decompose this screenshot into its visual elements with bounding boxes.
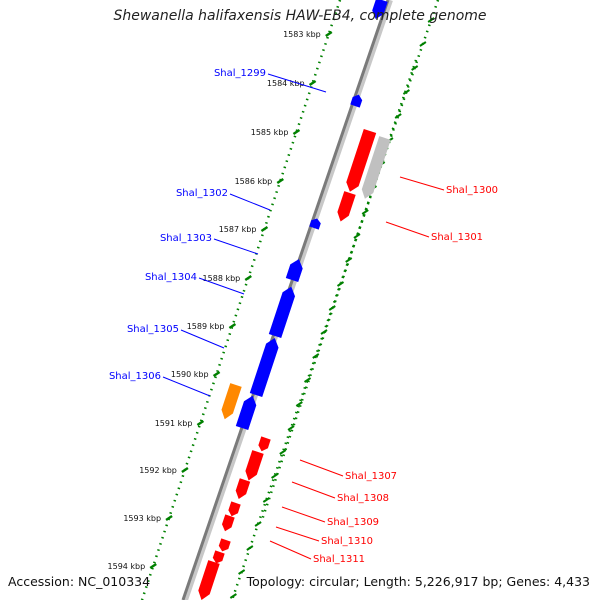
gene-label-shal_1309[interactable]: Shal_1309: [327, 517, 379, 528]
gene-shal-1304[interactable]: [268, 286, 295, 338]
gene-leader-line: [385, 221, 430, 238]
gene-shal-1305[interactable]: [249, 338, 279, 397]
gene-label-shal_1303[interactable]: Shal_1303: [160, 233, 212, 244]
gene-leader-line: [162, 376, 211, 397]
minor-tick: [345, 257, 353, 263]
gene-leader-line: [275, 526, 320, 542]
gene-shal-1301[interactable]: [337, 191, 356, 222]
minor-tick: [229, 593, 237, 599]
gene-label-shal_1310[interactable]: Shal_1310: [321, 536, 373, 547]
gene-leader-line: [281, 506, 326, 523]
gene-label-shal_1307[interactable]: Shal_1307: [345, 471, 397, 482]
gene-label-shal_1305[interactable]: Shal_1305: [127, 324, 179, 335]
kbp-tick: [276, 177, 284, 185]
minor-tick: [295, 401, 303, 407]
gene-shal-1309[interactable]: [235, 478, 251, 499]
gene-shal-1310[interactable]: [228, 501, 241, 517]
kbp-tick-label: 1592 kbp: [139, 466, 177, 475]
kbp-tick: [149, 562, 157, 570]
gene-leader-line: [198, 277, 245, 295]
gene-shal-1303[interactable]: [285, 259, 303, 282]
kbp-tick-label: 1588 kbp: [203, 274, 241, 283]
minor-tick: [361, 209, 369, 215]
minor-tick: [336, 281, 345, 287]
gene-leader-line: [269, 540, 312, 560]
minor-tick: [419, 41, 427, 47]
kbp-tick-label: 1585 kbp: [251, 128, 289, 137]
minor-tick: [394, 113, 402, 119]
minor-tick: [411, 65, 419, 71]
kbp-tick-label: 1590 kbp: [171, 370, 209, 379]
minor-tick: [320, 329, 328, 335]
gene-shal-1302[interactable]: [309, 218, 321, 230]
gene-leader-line: [299, 459, 344, 477]
kbp-tick: [212, 370, 221, 378]
gene-shal-1306-other[interactable]: [221, 383, 242, 420]
gene-label-shal_1308[interactable]: Shal_1308: [337, 493, 389, 504]
minor-tick: [287, 425, 295, 431]
gene-shal-1313[interactable]: [212, 550, 225, 564]
gene-shal-1298[interactable]: [372, 0, 388, 19]
gene-shal-1299[interactable]: [350, 94, 363, 108]
gene-shal-1300[interactable]: [346, 129, 377, 192]
inner-tick-track: [260, 59, 418, 521]
kbp-tick-label: 1583 kbp: [283, 30, 321, 39]
gene-leader-line: [180, 329, 225, 349]
gene-shal-1308[interactable]: [245, 450, 264, 481]
gene-leader-line: [267, 73, 327, 93]
minor-tick: [246, 545, 254, 551]
outer-tick-track-left: [140, 0, 342, 600]
gene-leader-line: [399, 176, 445, 191]
kbp-tick: [292, 128, 301, 136]
gene-label-shal_1311[interactable]: Shal_1311: [313, 554, 365, 565]
kbp-tick: [196, 419, 205, 427]
kbp-tick-label: 1591 kbp: [155, 419, 193, 428]
genome-title: Shewanella halifaxensis HAW-EB4, complet…: [113, 8, 487, 24]
kbp-tick: [244, 274, 252, 282]
kbp-tick-label: 1593 kbp: [123, 514, 161, 523]
minor-tick: [271, 473, 279, 479]
minor-tick: [427, 17, 435, 23]
outer-tick-track-right: [230, 0, 440, 600]
minor-tick: [303, 377, 312, 383]
kbp-tick: [181, 466, 189, 474]
minor-tick: [328, 305, 336, 311]
minor-tick: [238, 569, 246, 575]
kbp-tick: [260, 225, 269, 233]
minor-tick: [402, 89, 410, 95]
minor-tick: [312, 353, 320, 359]
kbp-tick: [165, 514, 173, 522]
gene-label-shal_1302[interactable]: Shal_1302: [176, 188, 228, 199]
minor-tick: [262, 497, 270, 503]
kbp-tick: [325, 30, 333, 38]
kbp-tick: [308, 79, 317, 87]
gene-label-shal_1300[interactable]: Shal_1300: [446, 185, 498, 196]
gene-label-shal_1301[interactable]: Shal_1301: [431, 232, 483, 243]
gene-pseudo[interactable]: [361, 136, 391, 199]
gene-leader-line: [213, 238, 259, 255]
gene-shal-1312[interactable]: [218, 538, 231, 552]
gene-shal-1311[interactable]: [222, 514, 235, 532]
kbp-tick-label: 1584 kbp: [267, 79, 305, 88]
gene-shal-1306[interactable]: [235, 395, 257, 430]
accession-text: Accession: NC_010334: [8, 574, 151, 589]
gene-leader-line: [229, 193, 271, 211]
kbp-tick-label: 1594 kbp: [108, 562, 146, 571]
minor-tick: [254, 521, 262, 527]
minor-tick: [353, 233, 361, 239]
kbp-tick: [228, 322, 237, 330]
gene-shal-1314[interactable]: [198, 560, 220, 600]
minor-tick: [279, 449, 287, 455]
gene-leader-line: [291, 481, 336, 499]
gene-label-shal_1304[interactable]: Shal_1304: [145, 272, 197, 283]
kbp-tick-label: 1586 kbp: [235, 177, 273, 186]
gene-label-shal_1299[interactable]: Shal_1299: [214, 68, 266, 79]
gene-shal-1307[interactable]: [258, 436, 271, 452]
kbp-tick-label: 1587 kbp: [219, 225, 257, 234]
kbp-tick-label: 1589 kbp: [187, 322, 225, 331]
genome-summary: Topology: circular; Length: 5,226,917 bp…: [246, 574, 590, 589]
gene-label-shal_1306[interactable]: Shal_1306: [109, 371, 161, 382]
